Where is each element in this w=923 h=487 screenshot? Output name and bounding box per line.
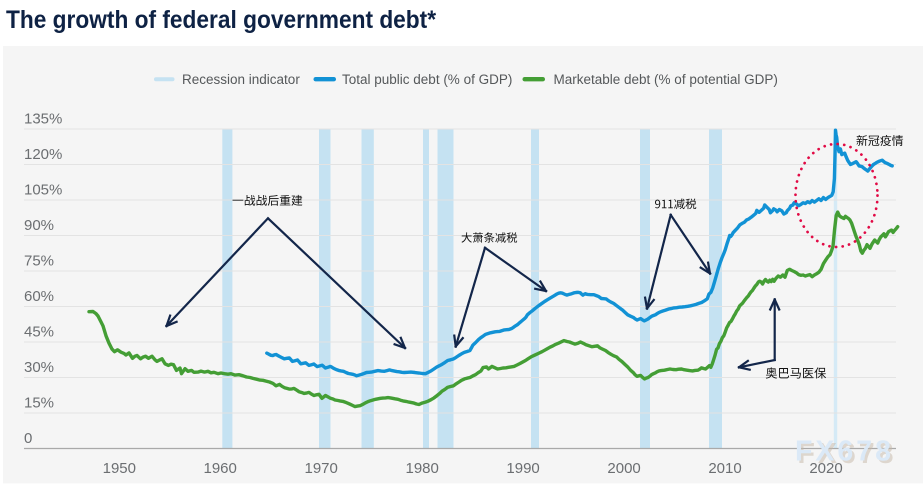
svg-text:FX678: FX678 <box>795 436 894 468</box>
svg-text:2000: 2000 <box>607 460 640 477</box>
svg-text:2020: 2020 <box>809 460 842 477</box>
svg-text:135%: 135% <box>24 111 62 128</box>
svg-text:2010: 2010 <box>708 460 741 477</box>
svg-text:FX678: FX678 <box>798 438 897 470</box>
svg-text:1990: 1990 <box>506 460 539 477</box>
svg-text:0: 0 <box>24 430 32 447</box>
svg-text:75%: 75% <box>24 253 54 270</box>
svg-text:Total public debt (% of GDP): Total public debt (% of GDP) <box>342 72 512 87</box>
svg-text:15%: 15% <box>24 395 54 412</box>
svg-text:1980: 1980 <box>406 460 439 477</box>
svg-text:Marketable debt (% of potentia: Marketable debt (% of potential GDP) <box>554 72 778 87</box>
svg-text:105%: 105% <box>24 182 62 199</box>
svg-text:60%: 60% <box>24 288 54 305</box>
svg-text:90%: 90% <box>24 217 54 234</box>
svg-text:1960: 1960 <box>204 460 237 477</box>
svg-text:1970: 1970 <box>305 460 338 477</box>
svg-text:120%: 120% <box>24 146 62 163</box>
svg-text:30%: 30% <box>24 359 54 376</box>
svg-text:Recession indicator: Recession indicator <box>182 72 300 87</box>
svg-text:1950: 1950 <box>103 460 136 477</box>
svg-text:45%: 45% <box>24 324 54 341</box>
